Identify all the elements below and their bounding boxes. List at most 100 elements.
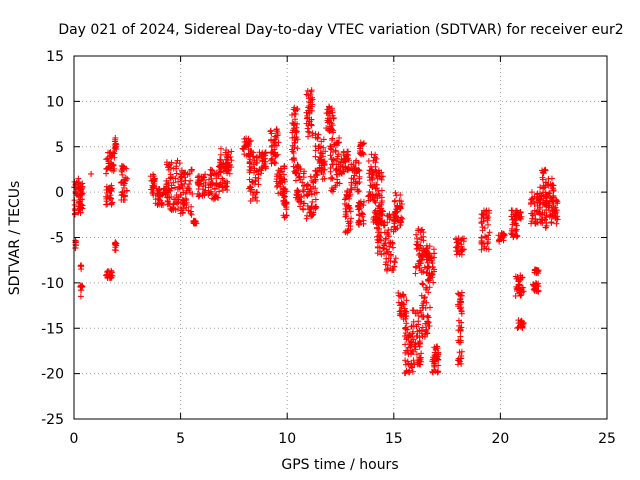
data-point: [304, 192, 311, 199]
data-point: [416, 354, 423, 361]
data-point: [404, 358, 411, 365]
data-point: [386, 216, 393, 223]
data-point: [372, 199, 379, 206]
data-point: [392, 189, 399, 196]
data-point: [329, 161, 336, 168]
data-point: [281, 193, 288, 200]
data-point: [217, 162, 224, 169]
data-point: [532, 282, 539, 289]
x-tick-label: 25: [598, 431, 616, 447]
data-point: [355, 166, 362, 173]
data-point: [397, 191, 404, 198]
data-point: [421, 298, 428, 305]
data-point: [79, 180, 86, 187]
data-point: [539, 220, 546, 227]
data-point: [391, 259, 398, 266]
data-point: [457, 298, 464, 305]
data-point: [431, 362, 438, 369]
data-point: [516, 214, 523, 221]
data-point: [340, 149, 347, 156]
data-point: [485, 246, 492, 253]
data-point: [355, 199, 362, 206]
data-point: [254, 197, 261, 204]
data-point: [409, 368, 416, 375]
data-point: [183, 187, 190, 194]
data-point: [538, 192, 545, 199]
data-point: [184, 183, 191, 190]
data-point: [173, 170, 180, 177]
data-point: [79, 283, 86, 290]
data-point: [392, 255, 399, 262]
data-point: [123, 187, 130, 194]
data-point: [276, 172, 283, 179]
data-point: [495, 232, 502, 239]
data-point: [252, 194, 259, 201]
data-point: [271, 146, 278, 153]
data-point: [346, 195, 353, 202]
data-point: [294, 145, 301, 152]
data-point: [225, 167, 232, 174]
data-point: [414, 328, 421, 335]
data-point: [382, 236, 389, 243]
data-point: [298, 193, 305, 200]
data-point: [386, 243, 393, 250]
data-point: [307, 206, 314, 213]
data-point: [404, 326, 411, 333]
data-point: [246, 176, 253, 183]
data-point: [415, 227, 422, 234]
data-point: [206, 189, 213, 196]
data-point: [335, 166, 342, 173]
data-point: [246, 158, 253, 165]
data-point: [460, 238, 467, 245]
data-point: [336, 134, 343, 141]
data-point: [426, 277, 433, 284]
data-point: [207, 188, 214, 195]
data-point: [417, 340, 424, 347]
data-point: [418, 257, 425, 264]
data-point: [310, 209, 317, 216]
data-point: [403, 336, 410, 343]
data-point: [195, 182, 202, 189]
data-point: [295, 188, 302, 195]
data-point: [351, 164, 358, 171]
data-points: [71, 87, 561, 377]
data-point: [356, 167, 363, 174]
data-point: [484, 217, 491, 224]
data-point: [259, 158, 266, 165]
data-point: [328, 185, 335, 192]
data-point: [168, 207, 175, 214]
y-axis-label: SDTVAR / TECUs: [7, 181, 23, 296]
data-point: [484, 221, 491, 228]
data-point: [453, 251, 460, 258]
plot-frame: [73, 55, 608, 420]
data-point: [385, 233, 392, 240]
data-point: [304, 114, 311, 121]
data-point: [217, 145, 224, 152]
data-point: [423, 245, 430, 252]
data-point: [108, 154, 115, 161]
data-point: [537, 211, 544, 218]
data-point: [299, 187, 306, 194]
data-point: [408, 347, 415, 354]
data-point: [200, 190, 207, 197]
data-point: [342, 163, 349, 170]
data-point: [515, 213, 522, 220]
data-point: [312, 130, 319, 137]
data-point: [508, 230, 515, 237]
data-point: [329, 135, 336, 142]
data-point: [312, 205, 319, 212]
y-tick-label: -20: [41, 367, 64, 383]
data-point: [327, 152, 334, 159]
data-point: [389, 240, 396, 247]
data-point: [435, 349, 442, 356]
data-point: [323, 125, 330, 132]
data-point: [391, 258, 398, 265]
data-point: [425, 272, 432, 279]
data-point: [289, 134, 296, 141]
y-tick-label: -5: [50, 231, 64, 247]
data-point: [292, 177, 299, 184]
data-point: [291, 139, 298, 146]
data-point: [410, 336, 417, 343]
data-point: [270, 139, 277, 146]
data-point: [300, 170, 307, 177]
